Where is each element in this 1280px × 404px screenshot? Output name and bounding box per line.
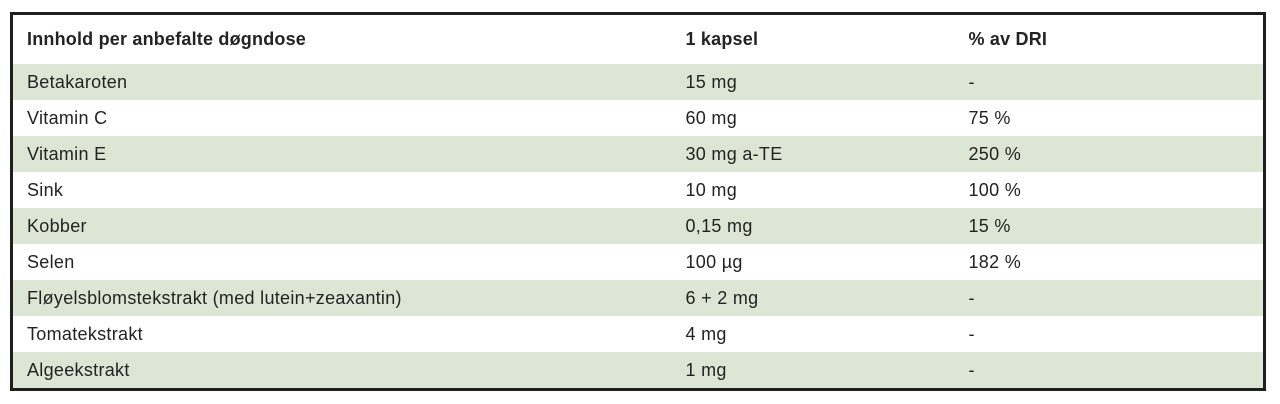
amount-cell: 60 mg: [685, 107, 738, 128]
amount-cell: 30 mg a-TE: [685, 143, 783, 164]
table-row: Algeekstrakt 1 mg -: [11, 352, 1265, 390]
table-row: Kobber 0,15 mg 15 %: [11, 208, 1265, 244]
amount-cell: 15 mg: [685, 71, 738, 92]
ingredient-cell: Selen: [27, 251, 75, 272]
table-row: Vitamin E 30 mg a-TE 250 %: [11, 136, 1265, 172]
table-row: Betakaroten 15 mg -: [11, 64, 1265, 100]
column-header-dri: % av DRI: [954, 13, 1265, 64]
column-header-contents: Innhold per anbefalte døgndose: [11, 13, 672, 64]
table-row: Tomatekstrakt 4 mg -: [11, 316, 1265, 352]
dri-cell: -: [968, 323, 975, 344]
dri-cell: 250 %: [968, 143, 1022, 164]
dri-cell: 182 %: [968, 251, 1022, 272]
ingredient-cell: Tomatekstrakt: [27, 323, 143, 344]
table-body: Betakaroten 15 mg - Vitamin C 60 mg 75 % Vitam…: [11, 64, 1265, 390]
ingredient-cell: Vitamin E: [27, 143, 107, 164]
table-row: Vitamin C 60 mg 75 %: [11, 100, 1265, 136]
dri-cell: -: [968, 287, 975, 308]
amount-cell: 1 mg: [685, 359, 727, 380]
amount-cell: 100 µg: [685, 251, 743, 272]
ingredient-cell: Sink: [27, 179, 64, 200]
dri-cell: -: [968, 71, 975, 92]
table-row: Fløyelsblomstekstrakt (med lutein+zeaxan…: [11, 280, 1265, 316]
amount-cell: 0,15 mg: [685, 215, 753, 236]
amount-cell: 4 mg: [685, 323, 727, 344]
amount-cell: 6 + 2 mg: [685, 287, 759, 308]
dri-cell: 15 %: [968, 215, 1011, 236]
amount-cell: 10 mg: [685, 179, 738, 200]
dri-cell: 100 %: [968, 179, 1022, 200]
dri-cell: -: [968, 359, 975, 380]
ingredient-cell: Fløyelsblomstekstrakt (med lutein+zeaxan…: [27, 287, 402, 308]
ingredient-cell: Betakaroten: [27, 71, 128, 92]
table-row: Selen 100 µg 182 %: [11, 244, 1265, 280]
header-row: Innhold per anbefalte døgndose 1 kapsel …: [11, 13, 1265, 64]
dri-cell: 75 %: [968, 107, 1011, 128]
table-row: Sink 10 mg 100 %: [11, 172, 1265, 208]
ingredient-cell: Kobber: [27, 215, 87, 236]
ingredient-cell: Vitamin C: [27, 107, 108, 128]
column-header-per-capsule: 1 kapsel: [671, 13, 955, 64]
ingredient-cell: Algeekstrakt: [27, 359, 130, 380]
nutrition-table: Innhold per anbefalte døgndose 1 kapsel …: [10, 12, 1266, 391]
